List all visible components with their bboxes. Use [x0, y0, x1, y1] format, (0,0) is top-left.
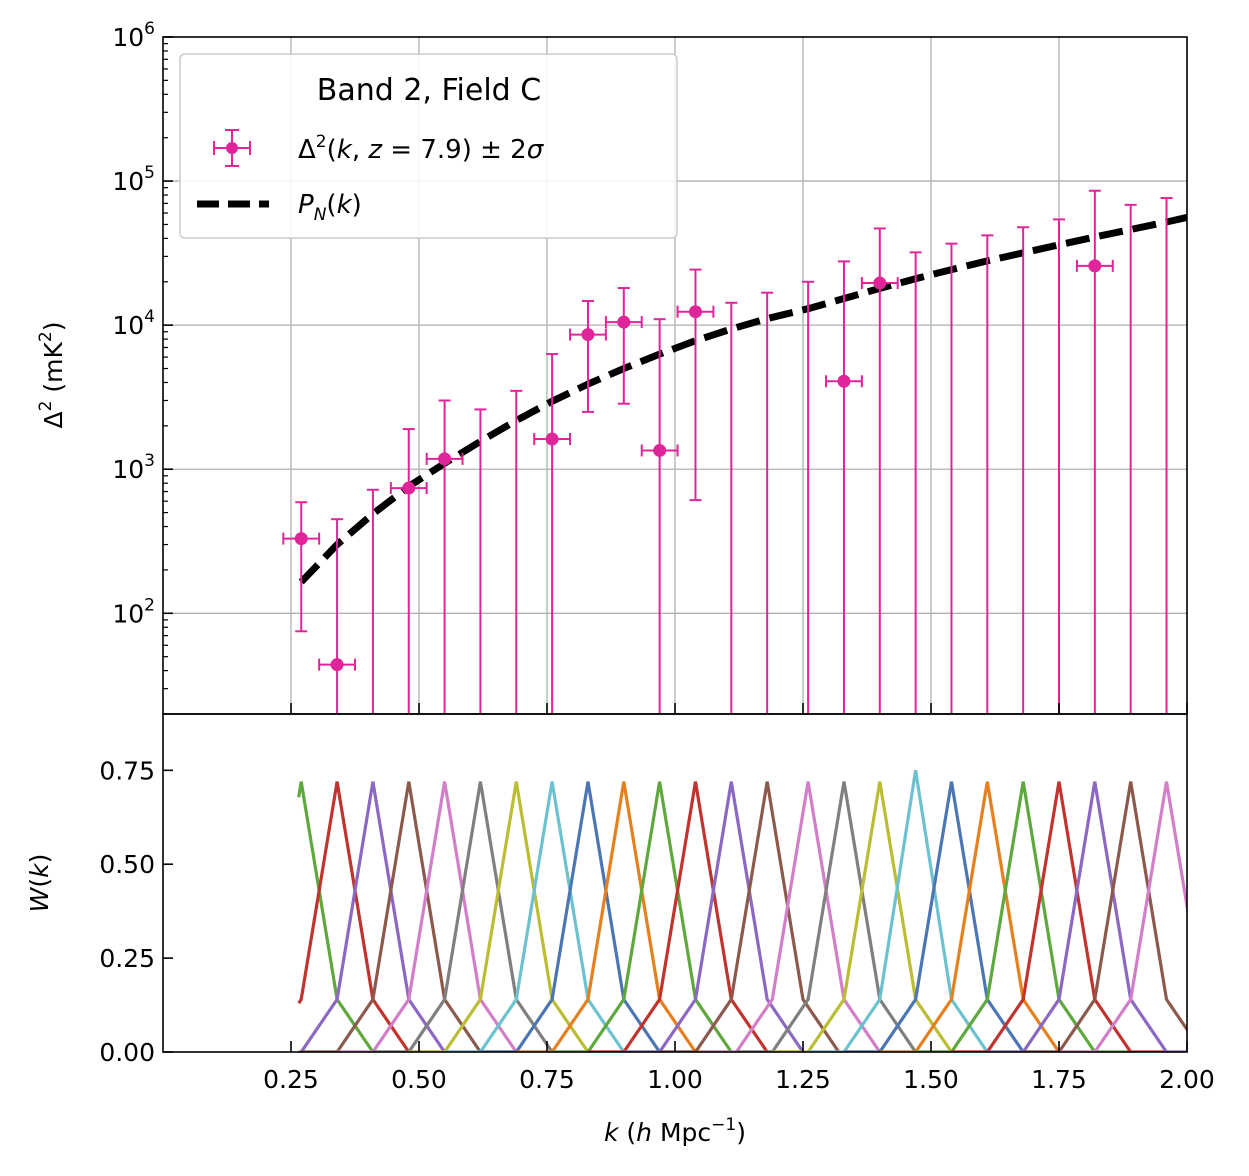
- window-function-line: [844, 781, 1059, 1052]
- window-function-line: [623, 781, 839, 1052]
- legend-label-noise: PN(k): [298, 190, 362, 225]
- y-tick-label: 0.00: [99, 1038, 155, 1067]
- window-function-line: [808, 770, 1024, 1052]
- window-function-line: [444, 781, 660, 1052]
- x-tick-label: 0.50: [391, 1065, 447, 1094]
- window-function-line: [772, 781, 988, 1052]
- data-point: [545, 432, 559, 446]
- x-tick-label: 0.25: [263, 1065, 319, 1094]
- data-point: [581, 328, 595, 342]
- window-function-line: [700, 781, 916, 1052]
- legend-marker-data: [213, 129, 251, 167]
- y-tick-label: 0.25: [99, 944, 155, 973]
- window-function-line: [879, 781, 1095, 1052]
- data-point: [688, 305, 702, 319]
- noise-curve-line: [298, 213, 1187, 585]
- window-function-line: [372, 781, 588, 1052]
- data-point: [294, 532, 308, 546]
- window-function-line: [1059, 781, 1187, 1052]
- y-tick-label: 0.75: [99, 756, 155, 785]
- legend-label-data: Δ2(k, z = 7.9) ± 2σ: [298, 132, 545, 165]
- data-point: [1088, 259, 1102, 273]
- window-function-line: [301, 781, 517, 1052]
- window-function-line: [337, 781, 553, 1052]
- x-tick-label: 0.75: [519, 1065, 575, 1094]
- window-function-line: [298, 781, 481, 1052]
- y-tick-label: 106: [112, 19, 155, 52]
- y-tick-label: 105: [112, 163, 155, 196]
- y-tick-label: 104: [112, 307, 155, 340]
- window-function-line: [736, 781, 952, 1052]
- top-y-axis-label: Δ2 (mK2): [36, 322, 68, 429]
- noise-power-curve: [298, 213, 1187, 585]
- data-point: [330, 658, 344, 672]
- window-function-line: [516, 781, 732, 1052]
- y-tick-label: 102: [112, 595, 155, 628]
- window-function-line: [987, 781, 1187, 1052]
- x-tick-label: 1.75: [1031, 1065, 1087, 1094]
- data-point: [402, 481, 416, 495]
- window-functions: [297, 770, 1187, 1052]
- power-spectrum-points: [282, 189, 1173, 714]
- window-function-line: [480, 781, 696, 1052]
- data-point: [653, 443, 667, 457]
- window-function-line: [1023, 781, 1187, 1052]
- x-tick-label: 1.00: [647, 1065, 703, 1094]
- bottom-panel-ticks: 0.00 0.25 0.50 0.75 0.25 0.50 0.75 1.00 1.25 1.50…: [99, 756, 1215, 1094]
- window-function-line: [951, 781, 1167, 1052]
- window-function-line: [408, 781, 624, 1052]
- window-function-line: [915, 781, 1131, 1052]
- legend-box: [179, 53, 678, 239]
- y-tick-label: 103: [112, 451, 155, 484]
- x-tick-label: 2.00: [1159, 1065, 1215, 1094]
- legend-title: Band 2, Field C: [317, 73, 541, 108]
- x-tick-label: 1.25: [775, 1065, 831, 1094]
- data-point: [617, 315, 631, 329]
- x-axis-label: k (h Mpc−1): [604, 1115, 746, 1147]
- y-tick-label: 0.50: [99, 850, 155, 879]
- data-point: [438, 452, 452, 466]
- window-function-line: [659, 781, 875, 1052]
- data-point: [837, 374, 851, 388]
- data-point: [873, 276, 887, 290]
- legend: Band 2, Field C Δ2(k, z = 7.9) ± 2σ PN(k…: [179, 53, 678, 239]
- window-function-line: [588, 781, 803, 1052]
- window-function-line: [552, 781, 768, 1052]
- x-tick-label: 1.50: [903, 1065, 959, 1094]
- bottom-y-axis-label: W(k): [25, 854, 54, 913]
